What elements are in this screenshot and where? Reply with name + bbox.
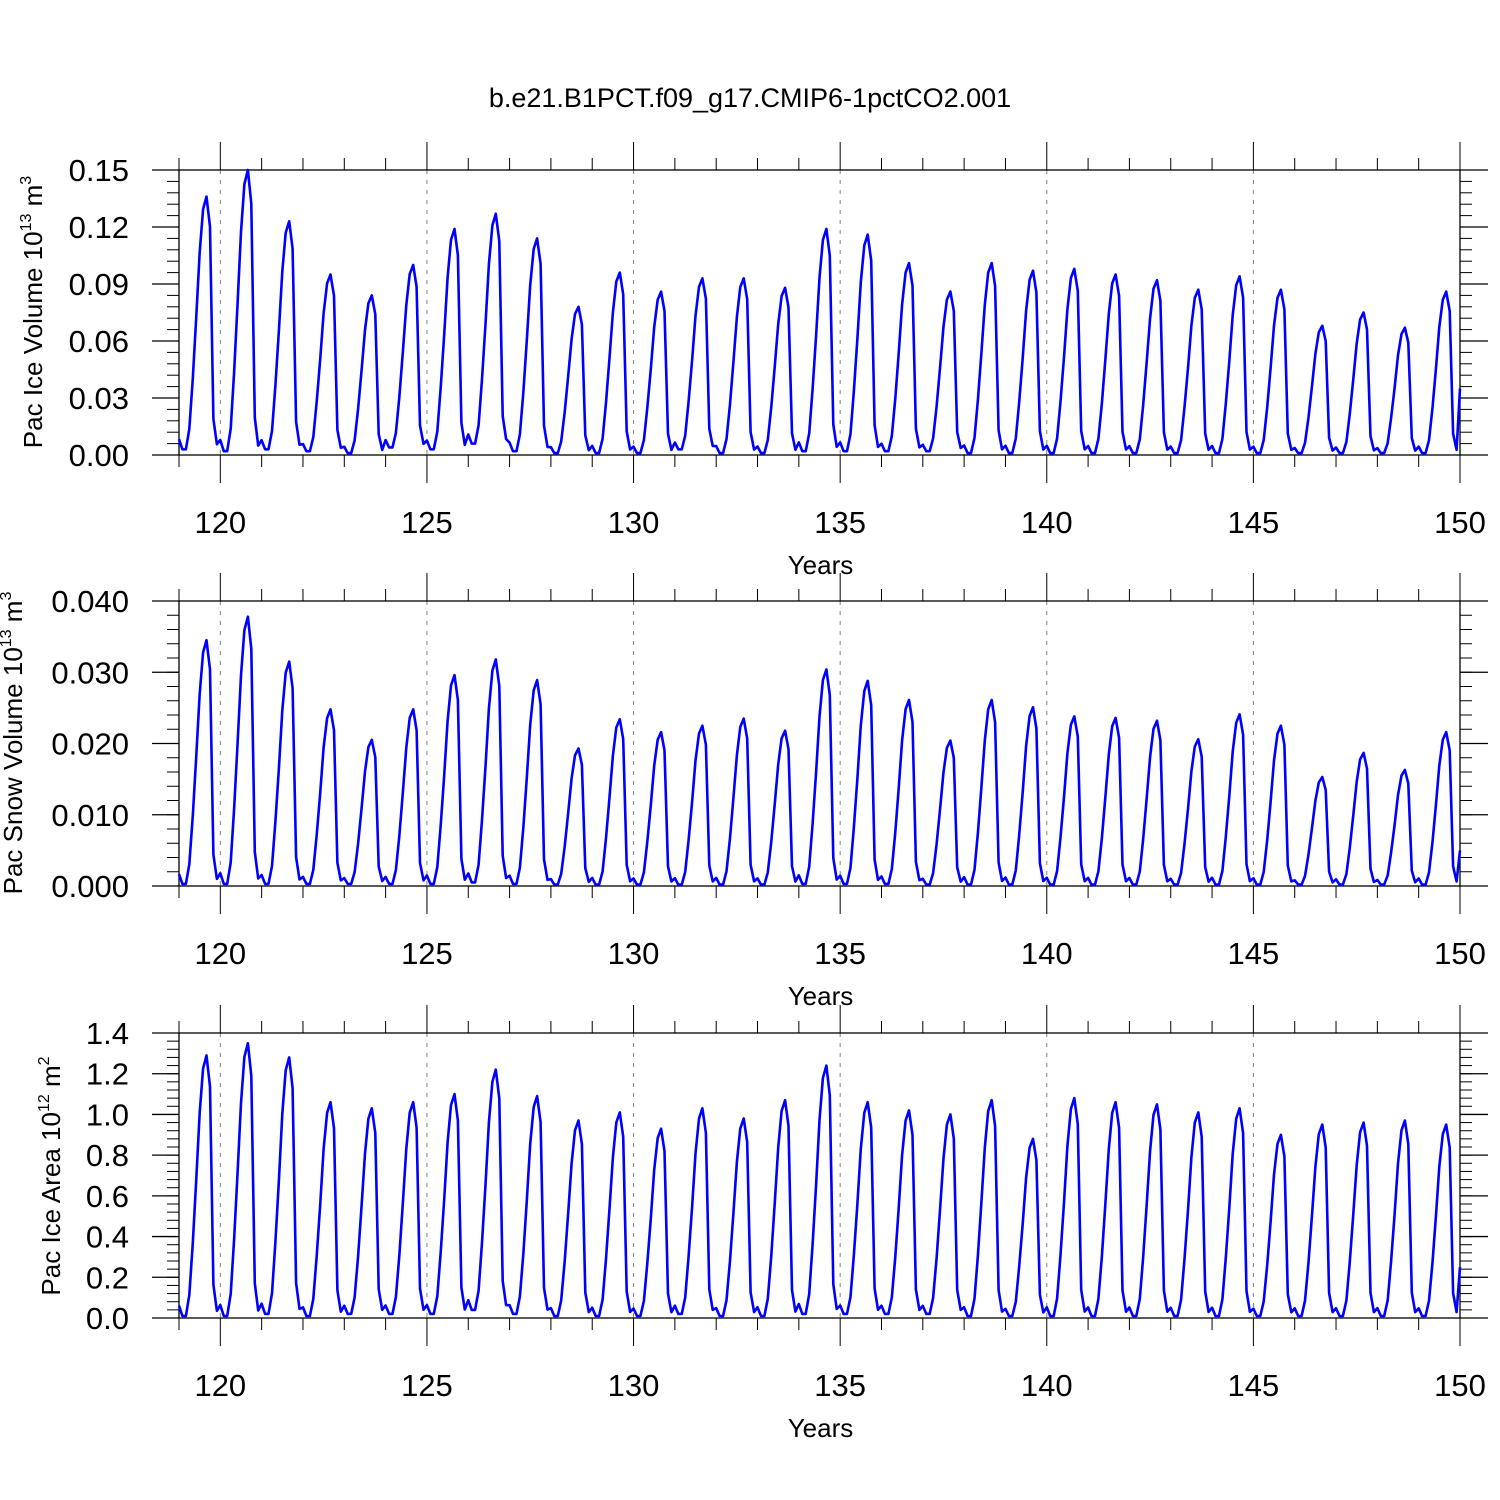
panel-ice-volume: 0.00 0.03 0.06 0.09 0.12 0.15 120 125 130 135 140 1… [18,142,1488,580]
y-tick-label: 1.4 [86,1016,129,1051]
y-tick-label: 0.6 [86,1179,129,1214]
y-axis-label-exponent: 13 [18,213,35,231]
y-tick-label: 0.8 [86,1138,129,1173]
chart-title: b.e21.B1PCT.f09_g17.CMIP6-1pctCO2.001 [489,83,1011,113]
y-tick-label: 0.03 [69,381,129,416]
y-axis-label-unit-exponent: 2 [36,1056,53,1065]
y-tick-label: 0.09 [69,267,129,302]
x-tick-label: 120 [194,936,246,971]
x-tick-label: 130 [608,936,660,971]
x-tick-label: 130 [608,1368,660,1403]
x-tick-label: 145 [1228,1368,1280,1403]
series-line [177,168,1462,455]
x-tick-label: 135 [814,936,866,971]
x-tick-label: 120 [194,1368,246,1403]
x-tick-label: 140 [1021,505,1073,540]
y-axis-label-unit: m [0,601,28,630]
x-axis-label: Years [788,981,854,1011]
y-axis-label-exponent: 12 [36,1094,53,1112]
y-axis-label-main: Pac Snow Volume 10 [0,647,28,894]
y-tick-label: 0.12 [69,210,129,245]
y-axis-label: Pac Ice Volume 1013 m3 [18,176,48,449]
y-tick-label: 0.040 [51,584,129,619]
x-tick-label: 145 [1228,936,1280,971]
x-tick-label: 125 [401,936,453,971]
x-tick-label: 125 [401,1368,453,1403]
x-tick-label: 135 [814,1368,866,1403]
y-tick-label: 0.030 [51,655,129,690]
y-axis-label-unit: m [36,1065,66,1094]
y-axis-label-main: Pac Ice Area 10 [36,1112,66,1296]
y-axis-label-exponent: 13 [0,629,15,647]
panel-ice-area: 0.0 0.2 0.4 0.6 0.8 1.0 1.2 1.4 120 125 130 135 140 1… [36,1005,1488,1443]
x-tick-label: 130 [608,505,660,540]
y-axis-label-unit-exponent: 3 [18,176,35,185]
y-tick-label: 1.2 [86,1057,129,1092]
series-line [177,1041,1462,1318]
panel-snow-volume: 0.000 0.010 0.020 0.030 0.040 120 125 130 135 140… [0,573,1488,1011]
y-axis-label: Pac Snow Volume 1013 m3 [0,592,28,895]
x-tick-label: 135 [814,505,866,540]
plot-frame [178,1032,1461,1319]
y-tick-label: 0.15 [69,153,129,188]
y-axis-label-unit: m [18,185,48,214]
y-tick-label: 0.2 [86,1260,129,1295]
y-tick-label: 0.020 [51,727,129,762]
y-tick-label: 0.010 [51,798,129,833]
y-axis-label-main: Pac Ice Volume 10 [18,231,48,448]
y-tick-label: 0.06 [69,324,129,359]
x-tick-label: 125 [401,505,453,540]
x-tick-label: 145 [1228,505,1280,540]
x-axis-label: Years [788,1413,854,1443]
x-tick-label: 150 [1434,936,1486,971]
series-line [177,615,1462,886]
y-tick-label: 0.00 [69,438,129,473]
x-tick-label: 140 [1021,1368,1073,1403]
x-tick-label: 140 [1021,936,1073,971]
y-axis-label-unit-exponent: 3 [0,592,15,601]
y-tick-label: 0.4 [86,1220,129,1255]
x-tick-label: 150 [1434,1368,1486,1403]
y-tick-label: 0.0 [86,1301,129,1336]
y-axis-label: Pac Ice Area 1012 m2 [36,1056,66,1295]
x-axis-label: Years [788,550,854,580]
y-tick-label: 0.000 [51,869,129,904]
x-tick-label: 120 [194,505,246,540]
plot-frame [178,169,1461,456]
x-tick-label: 150 [1434,505,1486,540]
y-tick-label: 1.0 [86,1097,129,1132]
